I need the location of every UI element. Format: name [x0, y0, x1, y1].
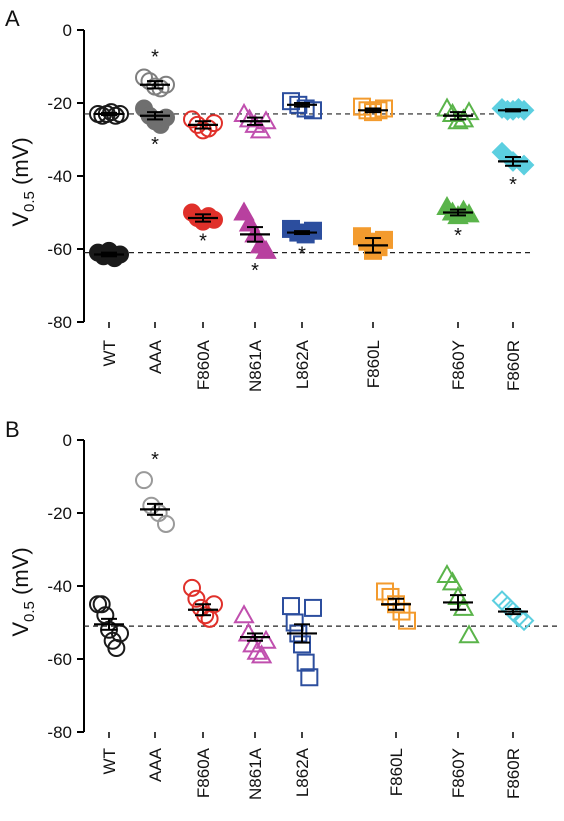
data-point — [285, 613, 304, 632]
data-point — [135, 471, 153, 490]
x-tick-label: AAA — [146, 747, 165, 782]
x-tick-label: AAA — [146, 339, 165, 374]
x-tick-label: F860Y — [449, 748, 468, 798]
data-group: * — [135, 46, 175, 98]
data-point — [157, 514, 175, 533]
x-tick-label: F860L — [364, 340, 383, 388]
data-point — [111, 624, 129, 643]
data-group — [183, 578, 223, 628]
data-point — [92, 595, 111, 614]
y-tick-label: -20 — [47, 94, 72, 113]
data-group — [89, 595, 129, 658]
x-tick-label: N861A — [246, 339, 265, 392]
data-group — [282, 92, 322, 120]
y-tick-label: -40 — [47, 167, 72, 186]
data-point — [398, 611, 416, 630]
data-group: * — [135, 99, 175, 156]
data-point — [233, 604, 255, 624]
data-point — [183, 110, 201, 129]
x-tick-label: L862A — [293, 339, 312, 389]
data-point — [96, 606, 115, 625]
data-group — [89, 103, 129, 125]
data-group — [376, 582, 416, 630]
data-point — [304, 101, 322, 120]
data-point — [296, 653, 315, 672]
significance-star: * — [151, 449, 159, 471]
data-group: * — [183, 203, 223, 253]
significance-star: * — [251, 260, 259, 282]
panel-a: A V0.5 (mV) 0 -20 -40 -60 -80 WT AAA F860A N861A L8… — [5, 6, 535, 392]
data-point — [255, 239, 277, 259]
y-tick-label: -20 — [47, 504, 72, 523]
x-tick-label: F860R — [504, 340, 523, 391]
data-group — [89, 241, 129, 268]
data-group: * — [135, 449, 175, 533]
data-point — [187, 589, 206, 608]
significance-star: * — [151, 46, 159, 68]
x-tick-label: F860L — [387, 748, 406, 796]
x-tick-label: WT — [100, 340, 119, 366]
significance-star: * — [199, 231, 207, 253]
data-group: * — [233, 201, 277, 282]
y-axis-label: V0.5 (mV) — [8, 137, 38, 226]
data-point — [282, 597, 300, 616]
y-tick-label: -60 — [47, 650, 72, 669]
data-group: * — [491, 141, 535, 196]
data-group — [491, 590, 535, 632]
data-group — [436, 564, 480, 644]
data-group: * — [436, 195, 480, 247]
y-tick-label: -40 — [47, 577, 72, 596]
y-tick-label: 0 — [63, 21, 72, 40]
panel-label: B — [5, 417, 20, 442]
data-point — [376, 582, 394, 601]
y-tick-label: -80 — [47, 723, 72, 742]
y-axis-label: V0.5 (mV) — [8, 547, 38, 636]
data-group — [436, 97, 480, 130]
panel-label: A — [5, 6, 20, 31]
x-tick-label: F860R — [504, 748, 523, 799]
data-group: * — [282, 219, 322, 265]
x-tick-label: N861A — [246, 747, 265, 800]
significance-star: * — [454, 225, 462, 247]
significance-star: * — [509, 174, 517, 196]
data-point — [513, 610, 535, 632]
x-tick-label: F860A — [194, 339, 213, 390]
x-tick-label: L862A — [293, 747, 312, 797]
panel-b: B V0.5 (mV) 0 -20 -40 -60 -80 WT AAA F860A N861A L8… — [5, 417, 558, 800]
data-point — [183, 578, 201, 597]
data-point — [300, 668, 319, 687]
data-point — [375, 230, 393, 249]
data-group — [353, 227, 393, 260]
data-group — [353, 97, 393, 122]
data-point — [135, 68, 153, 87]
significance-star: * — [151, 134, 159, 156]
data-point — [157, 108, 175, 127]
x-tick-label: F860Y — [449, 340, 468, 390]
y-tick-label: -80 — [47, 313, 72, 332]
data-point — [249, 119, 272, 139]
data-point — [304, 598, 322, 617]
significance-star: * — [298, 243, 306, 265]
y-tick-label: 0 — [63, 431, 72, 450]
data-group — [282, 597, 322, 687]
data-point — [205, 210, 223, 229]
data-group — [183, 110, 223, 140]
data-point — [458, 624, 480, 644]
data-point — [250, 644, 273, 664]
data-point — [205, 114, 223, 133]
data-group — [491, 98, 535, 121]
data-group — [233, 102, 277, 139]
data-point — [89, 595, 107, 614]
data-group — [233, 604, 277, 664]
data-point — [441, 571, 464, 591]
y-tick-label: -60 — [47, 240, 72, 259]
x-tick-label: WT — [100, 748, 119, 774]
data-point — [246, 640, 268, 660]
x-tick-label: F860A — [194, 747, 213, 798]
